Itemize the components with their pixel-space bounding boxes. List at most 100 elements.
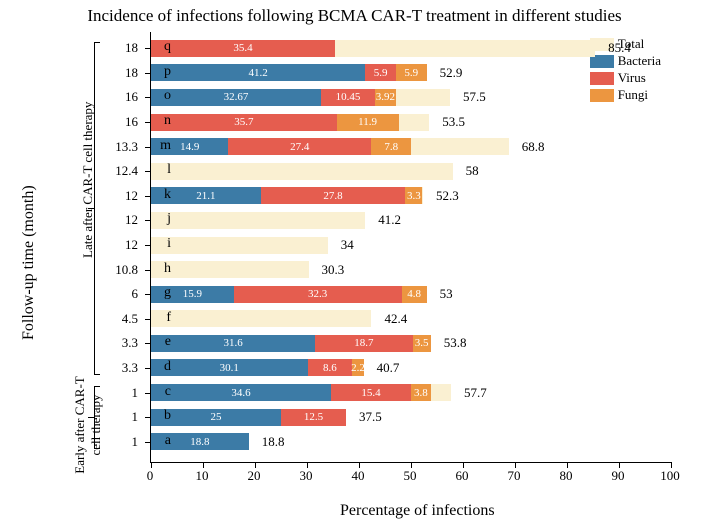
bar-fungi: 2.2	[352, 359, 363, 376]
row-letter: k	[153, 187, 171, 203]
x-tick-label: 40	[343, 468, 373, 484]
bar-fungi: 3.8	[411, 384, 431, 401]
bar-virus: 12.5	[281, 409, 346, 426]
bar-fungi: 3.92	[375, 89, 395, 106]
row-letter: q	[153, 39, 171, 55]
total-label: 40.7	[377, 360, 400, 376]
row-letter: c	[153, 384, 171, 400]
bar-virus: 35.7	[151, 114, 337, 131]
bar-fungi: 3.3	[405, 187, 422, 204]
y-axis-label: Follow-up time (month)	[20, 185, 38, 340]
x-tick-label: 70	[499, 468, 529, 484]
row-letter: b	[153, 408, 171, 424]
row-letter: h	[153, 261, 171, 277]
y-tick-label: 16	[98, 114, 138, 130]
y-tick-label: 13.3	[98, 139, 138, 155]
y-tick-label: 12	[98, 188, 138, 204]
bar-virus: 10.45	[321, 89, 375, 106]
legend-swatch	[590, 89, 614, 102]
bar-row: 31.618.73.5	[151, 335, 431, 352]
bar-fungi: 7.8	[371, 138, 412, 155]
row-letter: p	[153, 64, 171, 80]
bracket-tick	[94, 42, 100, 43]
bar-virus: 5.9	[365, 64, 396, 81]
bar-fungi: 4.8	[402, 286, 427, 303]
bar-bacteria: 31.6	[151, 335, 315, 352]
total-label: 68.8	[522, 139, 545, 155]
bar-virus: 32.3	[234, 286, 402, 303]
y-tick-label: 4.5	[98, 311, 138, 327]
y-tick-label: 3.3	[98, 335, 138, 351]
y-tick-label: 3.3	[98, 360, 138, 376]
bar-total	[151, 261, 309, 278]
row-letter: n	[153, 113, 171, 129]
bar-row: 2512.5	[151, 409, 346, 426]
row-letter: d	[153, 359, 171, 375]
legend-label: Virus	[618, 70, 646, 86]
bar-row: 15.932.34.8	[151, 286, 427, 303]
bar-fungi: 5.9	[396, 64, 427, 81]
bar-virus: 35.4	[151, 40, 335, 57]
bar-virus: 27.4	[228, 138, 370, 155]
legend-item: Virus	[590, 70, 661, 86]
total-label: 41.2	[378, 212, 401, 228]
y-tick-label: 12	[98, 212, 138, 228]
total-label: 53	[440, 286, 453, 302]
bar-bacteria: 34.6	[151, 384, 331, 401]
row-letter: f	[153, 310, 171, 326]
y-tick-label: 12	[98, 237, 138, 253]
x-tick-label: 60	[447, 468, 477, 484]
total-label: 58	[466, 163, 479, 179]
total-label: 52.3	[436, 188, 459, 204]
bar-bacteria: 41.2	[151, 64, 365, 81]
row-letter: o	[153, 88, 171, 104]
bar-row: 41.25.95.9	[151, 64, 427, 81]
y-tick-label: 10.8	[98, 262, 138, 278]
x-tick-label: 30	[291, 468, 321, 484]
row-letter: l	[153, 162, 171, 178]
total-label: 18.8	[262, 434, 285, 450]
bar-total	[151, 310, 371, 327]
total-label: 53.5	[442, 114, 465, 130]
bar-total	[151, 237, 328, 254]
row-letter: i	[153, 236, 171, 252]
y-tick-label: 12.4	[98, 163, 138, 179]
y-tick-label: 16	[98, 89, 138, 105]
x-tick-label: 80	[551, 468, 581, 484]
legend-swatch	[590, 72, 614, 85]
y-tick-label: 1	[98, 409, 138, 425]
y-tick-label: 18	[98, 40, 138, 56]
row-letter: a	[153, 433, 171, 449]
bar-virus: 18.7	[315, 335, 412, 352]
total-label: 37.5	[359, 409, 382, 425]
total-label: 34	[341, 237, 354, 253]
bar-row: 21.127.83.3	[151, 187, 422, 204]
bar-row: 35.4	[151, 40, 335, 57]
total-label: 42.4	[384, 311, 407, 327]
row-letter: e	[153, 334, 171, 350]
chart-container: Incidence of infections following BCMA C…	[0, 0, 709, 528]
x-tick-label: 10	[187, 468, 217, 484]
bar-fungi: 11.9	[337, 114, 399, 131]
plot-area: TotalBacteriaVirusFungi 18.82512.534.615…	[150, 32, 671, 463]
row-letter: m	[153, 138, 171, 154]
total-label: 57.7	[464, 385, 487, 401]
y-tick-label: 6	[98, 286, 138, 302]
bar-bacteria: 30.1	[151, 359, 308, 376]
row-letter: g	[153, 285, 171, 301]
bar-total	[151, 212, 365, 229]
bar-row: 14.927.47.8	[151, 138, 411, 155]
total-label: 85.4	[608, 40, 631, 56]
total-label: 57.5	[463, 89, 486, 105]
bar-virus: 8.6	[308, 359, 353, 376]
bar-total	[151, 163, 453, 180]
bracket-tick	[94, 374, 100, 375]
row-letter: j	[153, 211, 171, 227]
bar-row: 34.615.43.8	[151, 384, 431, 401]
y-tick-label: 18	[98, 65, 138, 81]
x-tick-label: 100	[655, 468, 685, 484]
legend-item: Fungi	[590, 87, 661, 103]
x-tick-label: 50	[395, 468, 425, 484]
legend-label: Fungi	[618, 87, 648, 103]
x-axis-label: Percentage of infections	[340, 502, 495, 520]
